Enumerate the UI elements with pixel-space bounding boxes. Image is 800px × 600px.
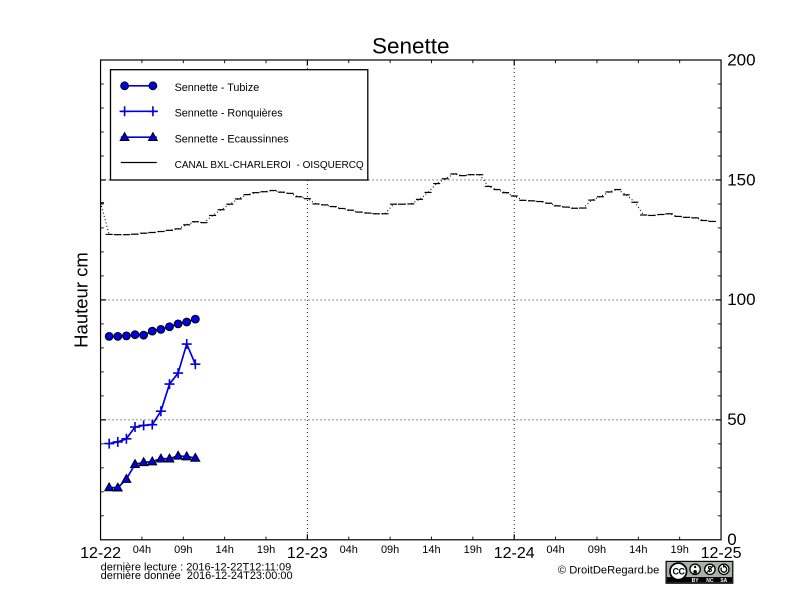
- svg-text:dernière lecture : 2016-12-22T: dernière lecture : 2016-12-22T12:11:09: [101, 561, 292, 573]
- svg-text:50: 50: [727, 410, 746, 429]
- svg-text:12-22: 12-22: [80, 545, 121, 562]
- svg-text:09h: 09h: [174, 544, 192, 556]
- svg-text:Senette: Senette: [372, 34, 450, 59]
- svg-text:14h: 14h: [629, 544, 647, 556]
- svg-text:200: 200: [727, 50, 755, 69]
- svg-text:150: 150: [727, 170, 755, 189]
- svg-text:19h: 19h: [464, 544, 482, 556]
- svg-text:0: 0: [727, 530, 736, 549]
- svg-text:Sennette - Tubize: Sennette - Tubize: [175, 82, 260, 94]
- svg-text:Sennette - Ronquières: Sennette - Ronquières: [175, 108, 284, 120]
- svg-text:19h: 19h: [671, 544, 689, 556]
- svg-text:12-23: 12-23: [287, 545, 328, 562]
- svg-text:SA: SA: [720, 578, 727, 584]
- svg-text:09h: 09h: [588, 544, 606, 556]
- svg-text:100: 100: [727, 290, 755, 309]
- svg-text:12-24: 12-24: [494, 545, 535, 562]
- svg-text:NC: NC: [706, 578, 714, 584]
- svg-text:dernière donnée 2016-12-24T23: dernière donnée 2016-12-24T23:00:00: [101, 570, 293, 582]
- svg-text:19h: 19h: [257, 544, 275, 556]
- svg-text:04h: 04h: [546, 544, 564, 556]
- svg-text:BY: BY: [692, 578, 700, 584]
- svg-text:09h: 09h: [381, 544, 399, 556]
- svg-text:CC: CC: [673, 567, 686, 577]
- svg-text:14h: 14h: [215, 544, 233, 556]
- svg-text:04h: 04h: [340, 544, 358, 556]
- svg-text:Hauteur cm: Hauteur cm: [71, 252, 92, 348]
- svg-text:12-25: 12-25: [701, 545, 742, 562]
- svg-text:Sennette - Ecaussinnes: Sennette - Ecaussinnes: [175, 134, 290, 146]
- svg-text:14h: 14h: [422, 544, 440, 556]
- svg-text:04h: 04h: [133, 544, 151, 556]
- svg-text:CANAL BXL-CHARLEROI - OISQUER: CANAL BXL-CHARLEROI - OISQUERCQ: [175, 160, 364, 171]
- svg-text:© DroitDeRegard.be: © DroitDeRegard.be: [558, 564, 660, 576]
